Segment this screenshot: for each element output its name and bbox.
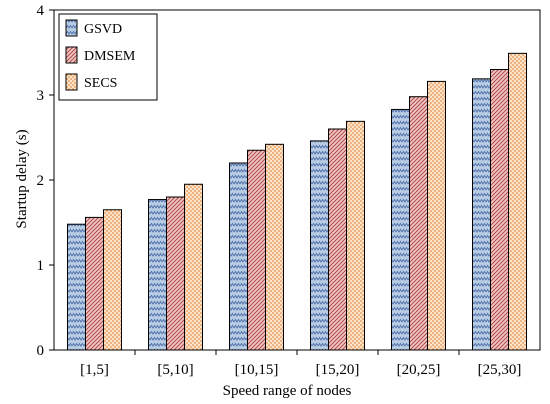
x-axis-label: Speed range of nodes [223,383,352,399]
bar-gsvd-0 [67,223,86,351]
legend: GSVD DMSEM SECS [58,13,158,101]
legend-label-secs: SECS [84,76,117,91]
x-tick-label: [25,30] [478,362,522,378]
x-tick-label: [10,15] [235,362,279,378]
bar-dmsem-3 [328,128,347,351]
bar-secs-1 [184,183,203,351]
bar-dmsem-4 [409,96,428,351]
bar-gsvd-5 [472,78,491,351]
legend-label-dmsem: DMSEM [84,49,136,64]
y-axis-ticks: 0 1 2 3 4 [37,3,54,359]
bar-secs-0 [103,209,122,351]
y-tick-label: 1 [37,258,45,274]
bar-secs-3 [346,120,365,351]
y-tick-label: 0 [37,343,45,359]
plot-area: 0 1 2 3 4 [1,5] [5,10] [10,15] [15,20] [20,25] [2… [37,3,541,378]
legend-swatch-dmsem [65,46,78,64]
x-tick-label: [1,5] [80,362,109,378]
bar-secs-4 [427,80,446,351]
bars-group [67,52,527,351]
bar-gsvd-1 [148,199,167,351]
y-tick-label: 2 [37,173,45,189]
x-tick-label: [5,10] [157,362,193,378]
bar-dmsem-5 [490,69,509,351]
x-tick-label: [20,25] [397,362,441,378]
y-tick-label: 4 [37,3,45,19]
y-tick-label: 3 [37,88,45,104]
legend-label-gsvd: GSVD [84,22,122,37]
x-axis-ticks: [1,5] [5,10] [10,15] [15,20] [20,25] [25,30] [80,350,521,378]
y-axis-label: Startup delay (s) [14,129,30,228]
bar-gsvd-2 [229,162,248,351]
x-tick-label: [15,20] [316,362,360,378]
bar-dmsem-1 [166,196,185,351]
bar-dmsem-2 [247,149,266,351]
bar-dmsem-0 [85,216,104,351]
legend-swatch-gsvd [65,19,78,37]
bar-secs-5 [508,52,527,351]
legend-swatch-secs [65,73,78,91]
bar-gsvd-3 [310,140,329,351]
bar-gsvd-4 [391,108,410,351]
bar-secs-2 [265,143,284,351]
